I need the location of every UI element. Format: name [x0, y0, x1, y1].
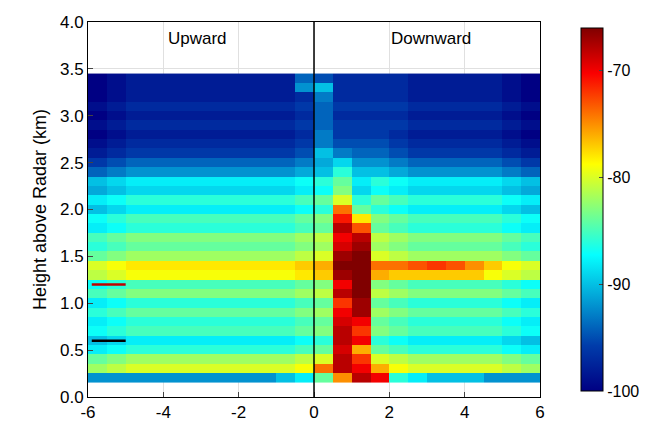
svg-text:2.5: 2.5 — [60, 154, 84, 173]
svg-text:-100: -100 — [607, 383, 639, 400]
svg-text:1.5: 1.5 — [60, 247, 84, 266]
svg-text:4: 4 — [460, 403, 469, 422]
svg-text:3.0: 3.0 — [60, 107, 84, 126]
svg-text:-70: -70 — [607, 62, 630, 79]
svg-text:0.0: 0.0 — [60, 388, 84, 407]
svg-text:-90: -90 — [607, 276, 630, 293]
svg-text:0: 0 — [309, 403, 318, 422]
svg-text:Downward: Downward — [391, 29, 471, 48]
svg-text:Upward: Upward — [168, 29, 227, 48]
svg-text:-6: -6 — [80, 403, 95, 422]
svg-text:3.5: 3.5 — [60, 60, 84, 79]
svg-text:2.0: 2.0 — [60, 200, 84, 219]
svg-text:-80: -80 — [607, 169, 630, 186]
svg-text:Height above Radar (km): Height above Radar (km) — [30, 109, 50, 310]
svg-text:-4: -4 — [156, 403, 171, 422]
svg-text:1.0: 1.0 — [60, 294, 84, 313]
svg-text:4.0: 4.0 — [60, 13, 84, 32]
svg-text:6: 6 — [535, 403, 544, 422]
svg-text:-2: -2 — [231, 403, 246, 422]
svg-text:2: 2 — [385, 403, 394, 422]
svg-text:0.5: 0.5 — [60, 341, 84, 360]
